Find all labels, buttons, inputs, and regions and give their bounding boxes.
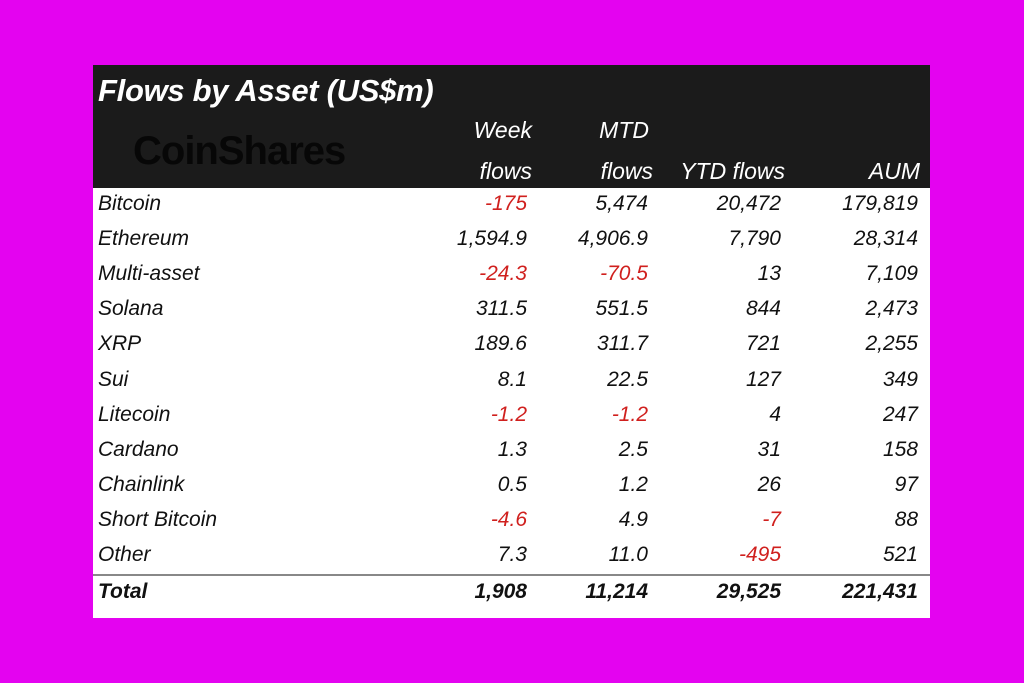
- mtd-value: 22.5: [607, 367, 648, 391]
- asset-name: Short Bitcoin: [98, 507, 218, 531]
- ytd-value: 4: [769, 402, 781, 426]
- ytd-value: 29,525: [716, 580, 781, 603]
- asset-name: Multi-asset: [98, 262, 200, 286]
- week-value: 8.1: [497, 367, 527, 391]
- table-row: Chainlink 0.5 1.2 26 97: [93, 469, 930, 504]
- header-mtd-line2: flows: [600, 158, 653, 184]
- aum-value: 7,109: [865, 262, 918, 286]
- ytd-value: 26: [757, 472, 781, 496]
- table-header: Flows by Asset (US$m) CoinShares Week fl…: [93, 65, 930, 188]
- aum-value: 247: [882, 402, 918, 426]
- week-value: -24.3: [479, 262, 527, 286]
- ytd-value: -495: [738, 543, 781, 566]
- asset-name: Solana: [98, 297, 164, 321]
- aum-value: 97: [894, 472, 918, 496]
- week-value: 311.5: [476, 297, 527, 321]
- week-value: 0.5: [497, 472, 527, 496]
- header-week-line2: flows: [479, 158, 532, 184]
- mtd-value: 11.0: [608, 543, 648, 566]
- ytd-value: 721: [745, 332, 781, 356]
- mtd-value: -70.5: [600, 262, 648, 286]
- mtd-value: 5,474: [595, 192, 648, 215]
- week-value: 1,594.9: [456, 227, 527, 251]
- mtd-value: 4.9: [618, 507, 648, 531]
- week-value: 7.3: [497, 543, 527, 566]
- mtd-value: 11,214: [585, 580, 648, 603]
- table-row: XRP 189.6 311.7 721 2,255: [93, 328, 930, 363]
- mtd-value: 551.5: [595, 297, 648, 321]
- asset-name: Litecoin: [98, 402, 171, 426]
- asset-name: Total: [98, 580, 148, 603]
- week-value: 189.6: [474, 332, 527, 356]
- table-row: Short Bitcoin -4.6 4.9 -7 88: [93, 504, 930, 539]
- table-row: Litecoin -1.2 -1.2 4 247: [93, 399, 930, 434]
- aum-value: 221,431: [842, 580, 918, 603]
- ytd-value: 7,790: [728, 227, 781, 251]
- flows-table: Flows by Asset (US$m) CoinShares Week fl…: [93, 65, 930, 618]
- mtd-value: 311.7: [597, 332, 648, 356]
- asset-name: Chainlink: [98, 472, 185, 496]
- mtd-value: 1.2: [618, 472, 648, 496]
- mtd-value: 4,906.9: [577, 227, 648, 251]
- asset-name: Other: [98, 543, 151, 566]
- ytd-value: 13: [757, 262, 781, 286]
- total-row: Total 1,908 11,214 29,525 221,431: [93, 574, 930, 611]
- aum-value: 2,255: [865, 332, 918, 356]
- week-value: -175: [484, 192, 527, 215]
- ytd-value: 31: [757, 437, 781, 461]
- asset-name: XRP: [98, 332, 142, 356]
- week-value: 1.3: [497, 437, 527, 461]
- aum-value: 158: [882, 437, 918, 461]
- header-ytd: YTD flows: [680, 158, 785, 184]
- header-aum: AUM: [868, 158, 920, 184]
- mtd-value: 2.5: [618, 437, 648, 461]
- ytd-value: 20,472: [716, 192, 781, 215]
- ytd-value: 844: [745, 297, 781, 321]
- asset-name: Cardano: [98, 437, 179, 461]
- table-row: Cardano 1.3 2.5 31 158: [93, 434, 930, 469]
- aum-value: 179,819: [842, 192, 918, 215]
- asset-name: Ethereum: [98, 227, 190, 251]
- table-row: Multi-asset -24.3 -70.5 13 7,109: [93, 258, 930, 293]
- week-value: -1.2: [490, 402, 527, 426]
- table-row: Other 7.3 11.0 -495 521: [93, 539, 930, 574]
- asset-name: Sui: [98, 367, 129, 391]
- ytd-value: 127: [745, 367, 781, 391]
- coinshares-logo: CoinShares: [133, 129, 346, 173]
- aum-value: 521: [882, 543, 918, 566]
- header-week-line1: Week: [473, 117, 532, 143]
- asset-name: Bitcoin: [98, 192, 162, 215]
- table-row: Ethereum 1,594.9 4,906.9 7,790 28,314: [93, 223, 930, 258]
- header-mtd-line1: MTD: [599, 117, 649, 143]
- aum-value: 28,314: [853, 227, 918, 251]
- week-value: 1,908: [474, 580, 527, 603]
- mtd-value: -1.2: [611, 402, 648, 426]
- table-row: Sui 8.1 22.5 127 349: [93, 364, 930, 399]
- ytd-value: -7: [762, 507, 781, 531]
- aum-value: 88: [894, 507, 918, 531]
- aum-value: 2,473: [865, 297, 918, 321]
- week-value: -4.6: [490, 507, 527, 531]
- table-row: Bitcoin -175 5,474 20,472 179,819: [93, 188, 930, 223]
- table-row: Solana 311.5 551.5 844 2,473: [93, 293, 930, 328]
- table-title: Flows by Asset (US$m): [98, 73, 434, 108]
- aum-value: 349: [882, 367, 918, 391]
